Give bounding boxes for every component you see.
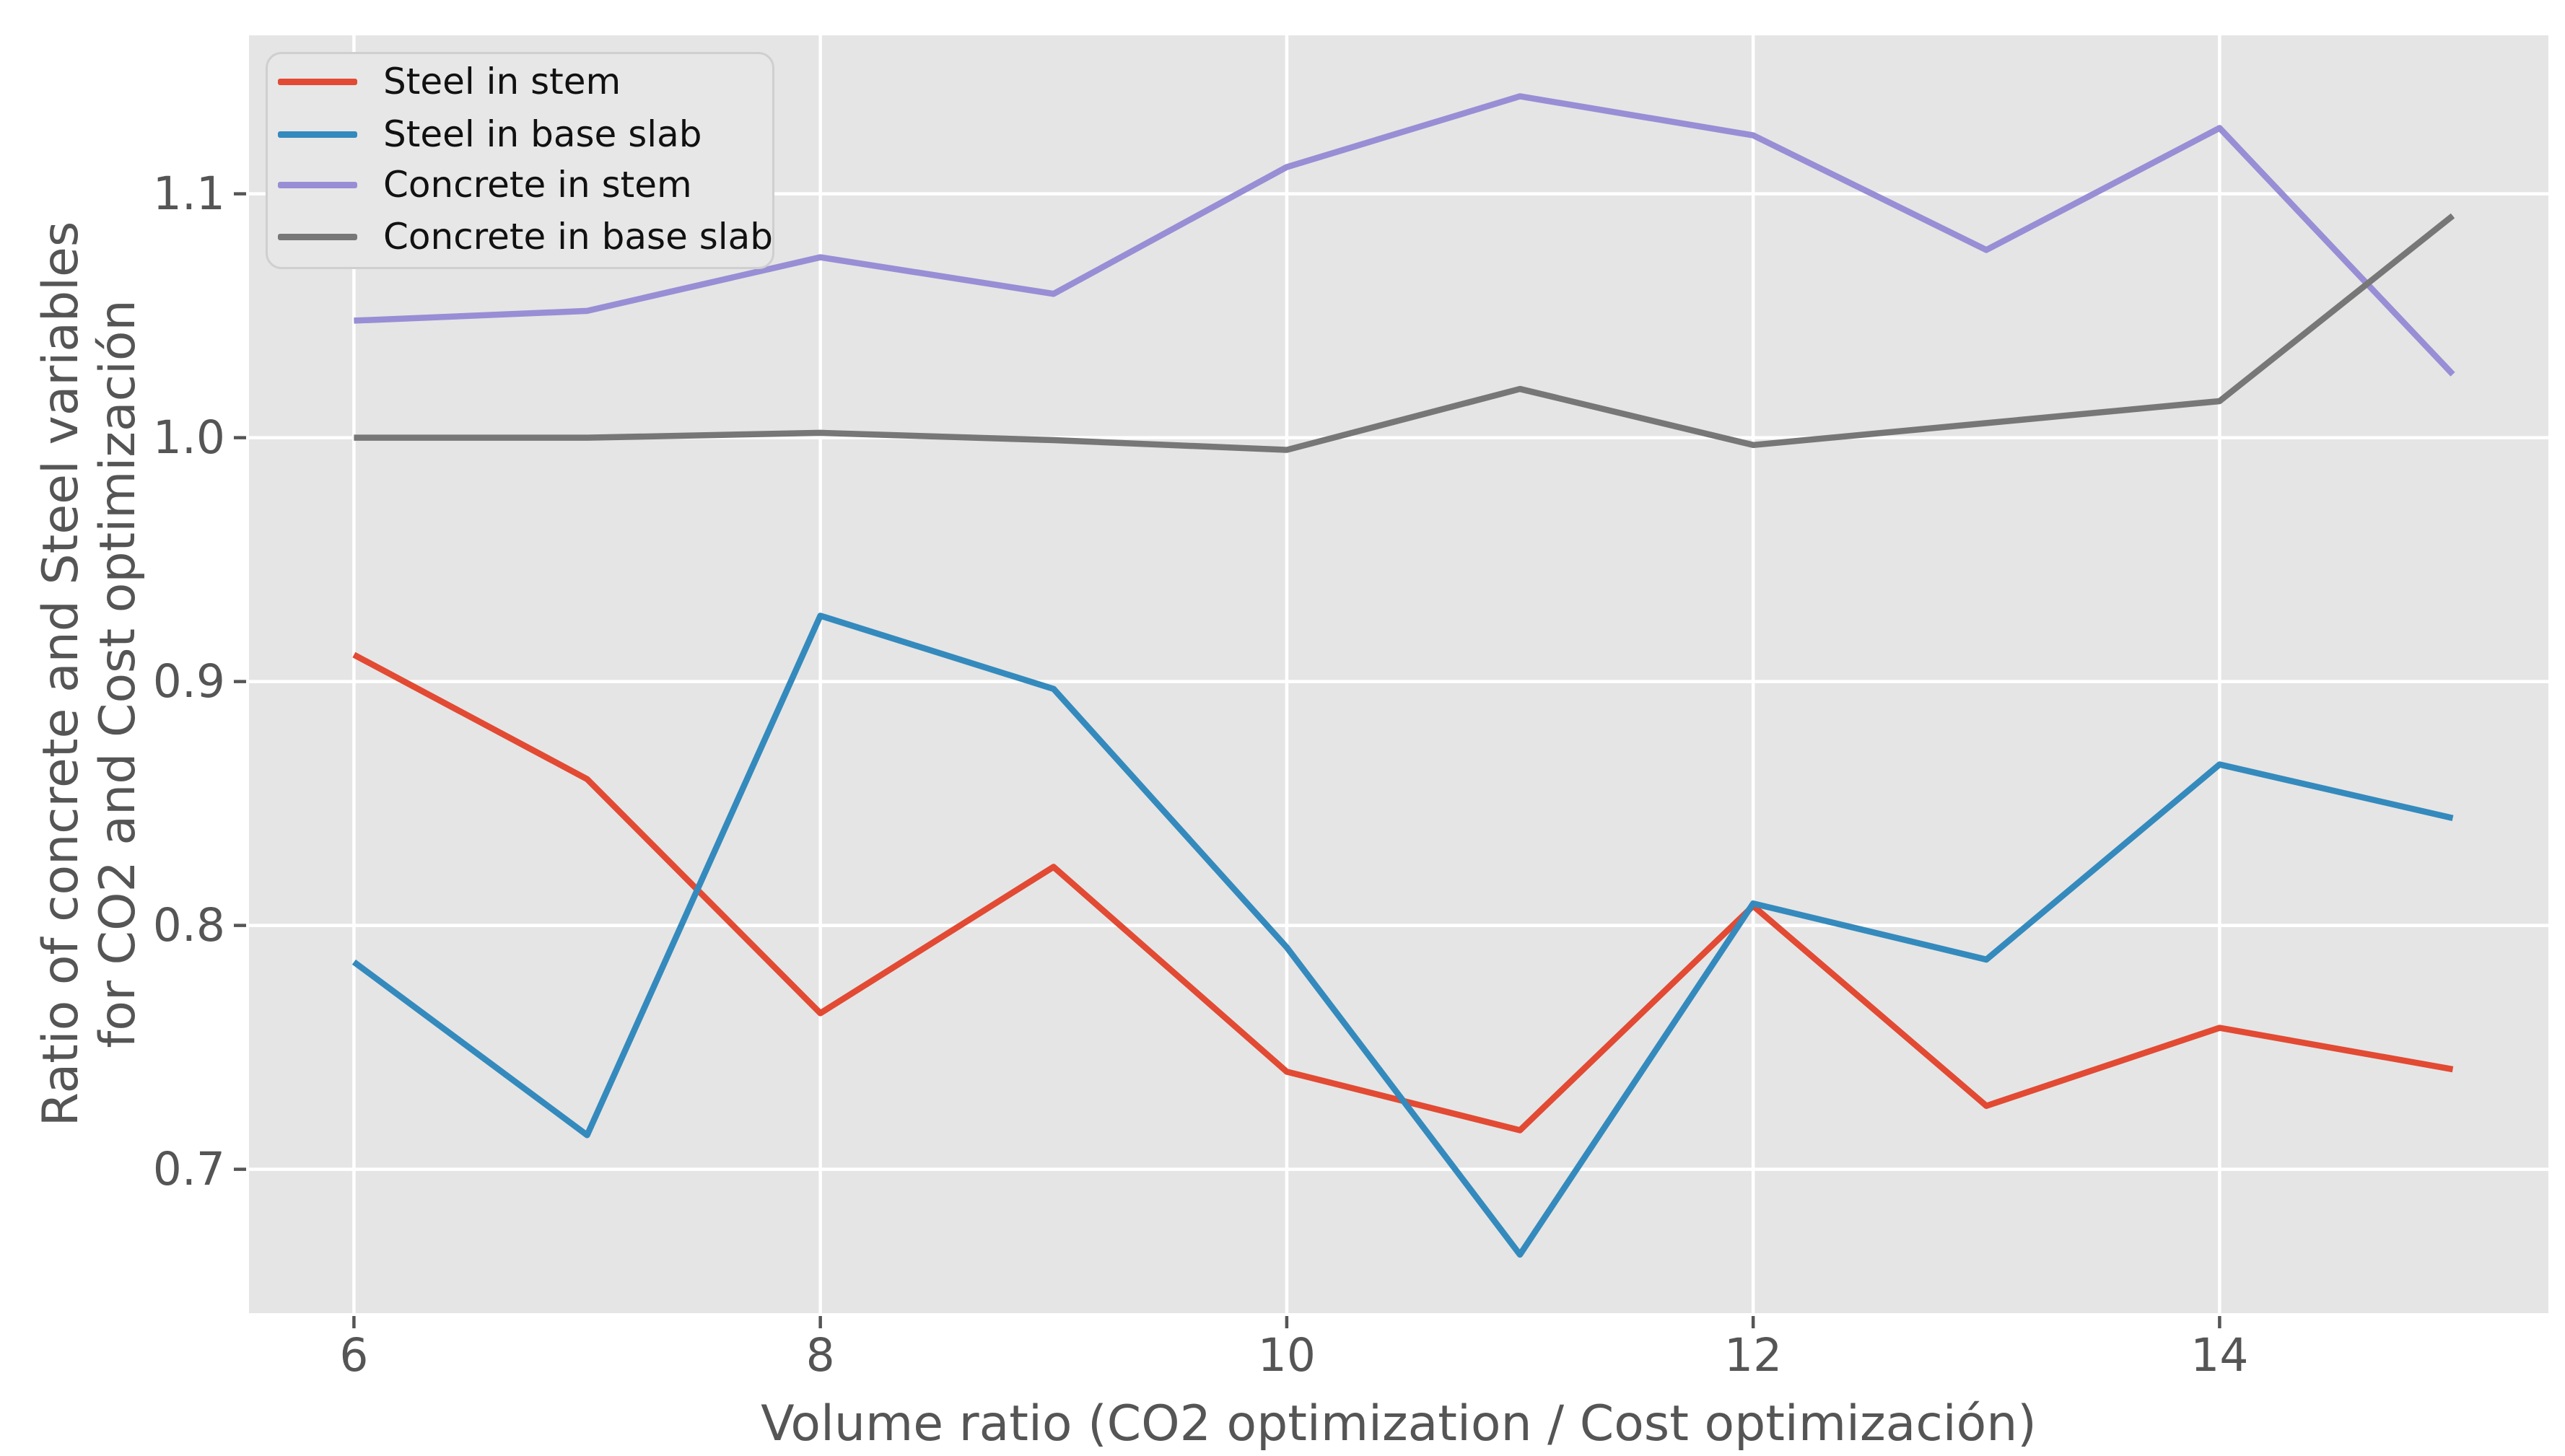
legend-swatch	[278, 78, 357, 85]
legend-label: Steel in base slab	[383, 113, 702, 155]
y-tick-label: 1.0	[152, 411, 225, 464]
legend-item-4: Concrete in base slab	[268, 215, 773, 258]
series-line-2	[351, 613, 2454, 1258]
legend-label: Concrete in stem	[383, 164, 692, 206]
legend-swatch	[278, 181, 357, 188]
y-axis-label-line1: Ratio of concrete and Steel variables	[32, 221, 89, 1127]
legend: Steel in stem Steel in base slab Concrete …	[266, 52, 774, 269]
series-line-3	[354, 93, 2455, 377]
legend-item-2: Steel in base slab	[268, 113, 702, 156]
series-line-4	[354, 213, 2455, 453]
legend-label: Concrete in base slab	[383, 216, 774, 258]
legend-label: Steel in stem	[383, 61, 621, 102]
x-axis-label: Volume ratio (CO2 optimization / Cost op…	[761, 1395, 2037, 1452]
legend-swatch	[278, 131, 357, 138]
y-axis-label-line2: for CO2 and Cost optimización	[89, 299, 147, 1048]
x-tick-label: 14	[2190, 1329, 2249, 1382]
y-tick-label: 0.7	[152, 1142, 225, 1196]
x-tick-label: 12	[1724, 1329, 1783, 1382]
x-tick-label: 6	[339, 1329, 369, 1382]
x-tick-label: 10	[1257, 1329, 1316, 1382]
legend-item-1: Steel in stem	[268, 60, 621, 103]
legend-swatch	[278, 233, 357, 240]
y-tick-label: 0.9	[152, 654, 225, 708]
y-tick-label: 1.1	[152, 167, 225, 220]
legend-item-3: Concrete in stem	[268, 163, 692, 206]
y-tick-label: 0.8	[152, 898, 225, 952]
y-axis-label: Ratio of concrete and Steel variables fo…	[32, 222, 147, 1127]
x-tick-label: 8	[805, 1329, 835, 1382]
